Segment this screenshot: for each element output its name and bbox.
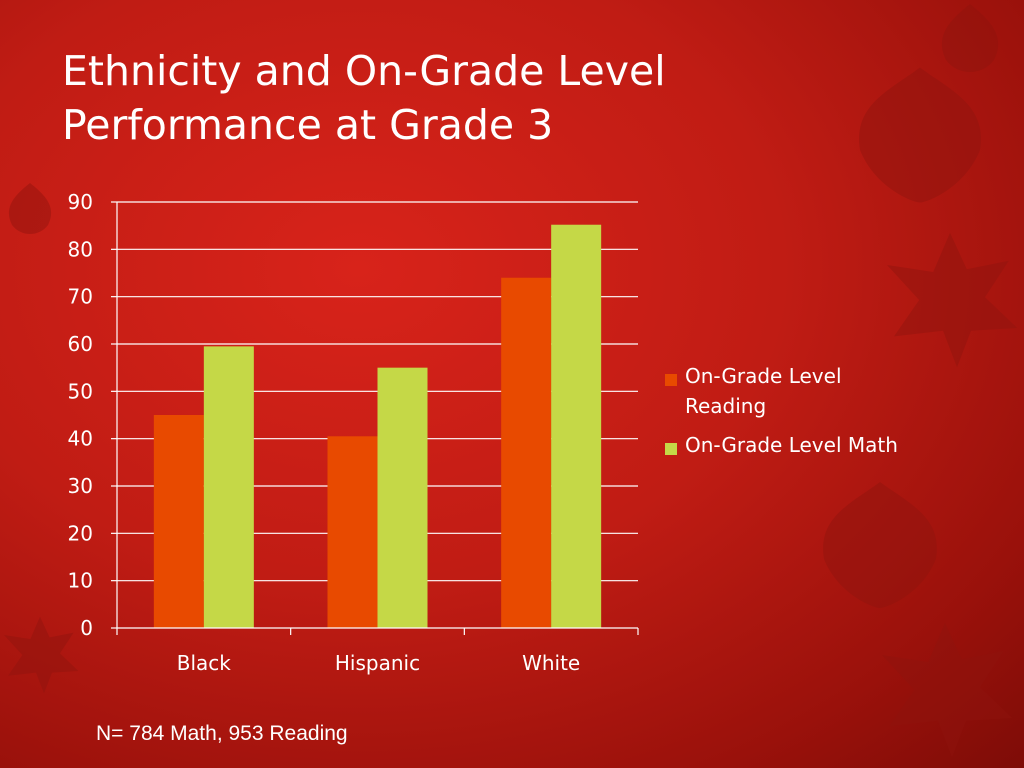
slide-title-line-1: Ethnicity and On-Grade Level <box>62 47 666 95</box>
bars <box>153 224 602 628</box>
bar <box>377 367 428 628</box>
y-tick-label: 90 <box>68 190 93 214</box>
bar <box>153 415 204 628</box>
leaf-decoration <box>4 616 79 694</box>
legend-label-line: On-Grade Level <box>685 364 842 388</box>
x-category-label: Hispanic <box>335 651 420 675</box>
leaf-decoration <box>887 232 1018 368</box>
y-tick-label: 30 <box>68 474 93 498</box>
bar <box>327 436 378 628</box>
y-tick-label: 80 <box>68 237 93 261</box>
y-tick-label: 10 <box>68 569 93 593</box>
bar <box>203 346 254 628</box>
legend-label: On-Grade Level Math <box>685 433 898 457</box>
leaf-decoration <box>882 622 1013 758</box>
leaf-decoration <box>941 4 999 72</box>
x-category-label: White <box>522 651 580 675</box>
y-tick-label: 50 <box>68 379 93 403</box>
leaf-decoration <box>8 183 52 234</box>
leaf-decoration <box>859 67 981 203</box>
slide-title-line-2: Performance at Grade 3 <box>62 101 554 149</box>
y-tick-label: 0 <box>80 616 93 640</box>
sample-size-note: N= 784 Math, 953 Reading <box>96 722 348 745</box>
legend-swatch <box>665 443 677 455</box>
x-category-label: Black <box>177 651 232 675</box>
y-tick-label: 60 <box>68 332 93 356</box>
legend-label-line: Reading <box>685 394 766 418</box>
legend-label: On-Grade Level Reading <box>685 364 842 418</box>
y-tick-label: 70 <box>68 285 93 309</box>
y-tick-label: 40 <box>68 427 93 451</box>
bar <box>501 277 552 628</box>
y-tick-label: 20 <box>68 521 93 545</box>
legend-label-line: On-Grade Level Math <box>685 433 898 457</box>
leaf-decoration <box>823 482 937 608</box>
bar <box>551 224 602 628</box>
legend: On-Grade Level Reading On-Grade Level Math <box>665 364 898 457</box>
legend-swatch <box>665 374 677 386</box>
axes: 0 10 20 30 40 50 60 70 80 90 Black Hispanic White <box>68 190 639 675</box>
slide-title: Ethnicity and On-Grade Level Performance… <box>62 44 882 152</box>
